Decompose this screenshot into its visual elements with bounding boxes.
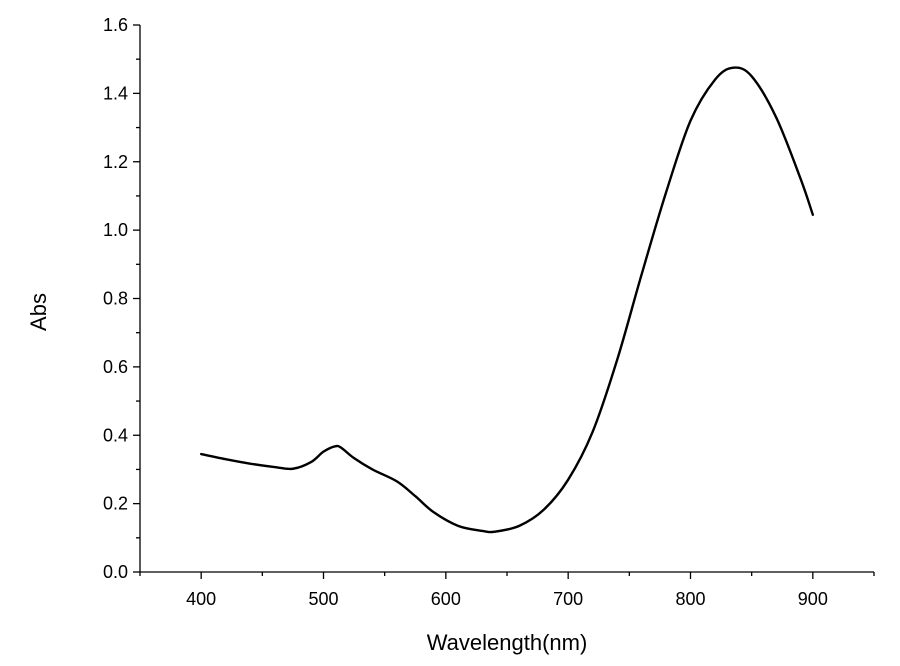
x-axis-ticks: 400 500 600 700 800 900: [139, 572, 875, 609]
x-tick-label: 900: [798, 589, 828, 609]
plot-area: 400 500 600 700 800 900 0.0 0.2 0.4 0.6 0.8 1.0 1.2…: [103, 15, 875, 609]
x-tick-label: 400: [186, 589, 216, 609]
y-tick-label: 0.4: [103, 425, 128, 445]
x-tick-label: 700: [553, 589, 583, 609]
y-tick-label: 1.2: [103, 152, 128, 172]
y-tick-label: 1.4: [103, 83, 128, 103]
y-tick-label: 0.6: [103, 357, 128, 377]
y-axis-title: Abs: [26, 293, 51, 331]
x-tick-label: 500: [308, 589, 338, 609]
x-axis-title: Wavelength(nm): [427, 630, 588, 655]
y-tick-label: 0.2: [103, 494, 128, 514]
y-axis-ticks: 0.0 0.2 0.4 0.6 0.8 1.0 1.2 1.4 1.6: [103, 15, 140, 582]
y-tick-label: 0.0: [103, 562, 128, 582]
y-tick-label: 1.0: [103, 220, 128, 240]
absorbance-series-line: [199, 66, 815, 534]
x-tick-label: 800: [675, 589, 705, 609]
series-layer: [199, 66, 815, 534]
x-tick-label: 600: [431, 589, 461, 609]
y-tick-label: 1.6: [103, 15, 128, 35]
y-tick-label: 0.8: [103, 289, 128, 309]
